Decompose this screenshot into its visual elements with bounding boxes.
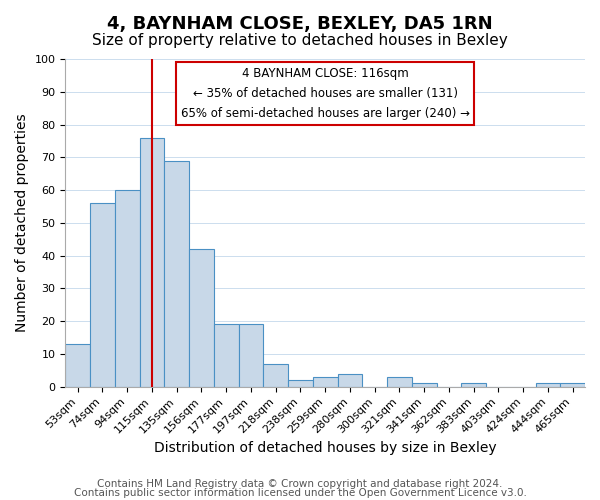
Text: Contains HM Land Registry data © Crown copyright and database right 2024.: Contains HM Land Registry data © Crown c… [97, 479, 503, 489]
Y-axis label: Number of detached properties: Number of detached properties [15, 114, 29, 332]
Bar [461, 384, 486, 386]
Bar [288, 380, 313, 386]
Text: Size of property relative to detached houses in Bexley: Size of property relative to detached ho… [92, 32, 508, 48]
Text: 4 BAYNHAM CLOSE: 116sqm
← 35% of detached houses are smaller (131)
65% of semi-d: 4 BAYNHAM CLOSE: 116sqm ← 35% of detache… [181, 67, 470, 120]
Bar [90, 203, 115, 386]
Bar [560, 384, 585, 386]
Bar [115, 190, 140, 386]
Bar [214, 324, 239, 386]
Bar [387, 377, 412, 386]
Bar [536, 384, 560, 386]
X-axis label: Distribution of detached houses by size in Bexley: Distribution of detached houses by size … [154, 441, 496, 455]
Bar [412, 384, 437, 386]
Text: 4, BAYNHAM CLOSE, BEXLEY, DA5 1RN: 4, BAYNHAM CLOSE, BEXLEY, DA5 1RN [107, 15, 493, 33]
Bar [239, 324, 263, 386]
Bar [164, 160, 189, 386]
Bar [65, 344, 90, 387]
Bar [313, 377, 338, 386]
Bar [189, 249, 214, 386]
Bar [263, 364, 288, 386]
Bar [338, 374, 362, 386]
Bar [140, 138, 164, 386]
Text: Contains public sector information licensed under the Open Government Licence v3: Contains public sector information licen… [74, 488, 526, 498]
